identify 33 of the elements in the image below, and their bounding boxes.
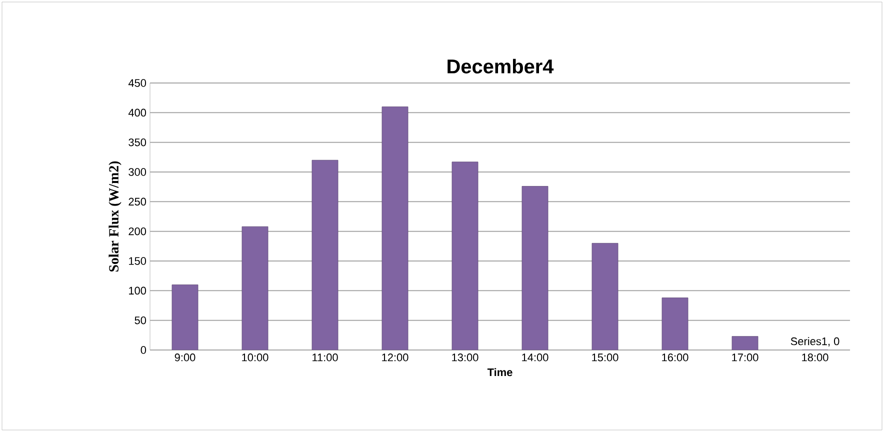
bar (382, 106, 408, 350)
y-tick-label: 450 (128, 79, 146, 87)
x-tick-label: 13:00 (452, 354, 478, 362)
bar (592, 243, 618, 350)
y-tick-label: 400 (128, 108, 146, 117)
x-tick-label: 16:00 (662, 354, 688, 362)
x-tick-label: 18:00 (802, 354, 828, 362)
y-tick-label: 100 (129, 286, 146, 295)
y-tick-label: 50 (134, 316, 146, 324)
bar (732, 336, 758, 350)
y-tick-label: 150 (129, 257, 146, 265)
x-tick-label: 9:00 (174, 354, 196, 362)
y-axis-title: Solar Flux (W/m2) (108, 161, 122, 272)
bar (242, 226, 268, 350)
bar (312, 160, 338, 350)
bar (522, 186, 548, 350)
x-tick-label: 11:00 (312, 354, 338, 362)
bar (662, 298, 688, 350)
x-tick-label: 10:00 (242, 354, 268, 362)
x-tick-label: 12:00 (382, 354, 408, 362)
bar (452, 162, 478, 350)
annotation: Series1, 0 (790, 337, 840, 346)
y-tick-label: 300 (128, 168, 146, 176)
y-tick-label: 250 (128, 198, 146, 206)
x-axis-title: Time (487, 368, 512, 376)
x-tick-label: 15:00 (592, 354, 618, 362)
y-tick-label: 350 (128, 138, 146, 146)
x-tick-label: 14:00 (522, 354, 548, 362)
x-tick-label: 17:00 (732, 354, 758, 362)
bar (172, 284, 198, 350)
chart-title: December4 (448, 58, 554, 74)
y-tick-label: 0 (140, 346, 146, 354)
y-tick-label: 200 (128, 227, 146, 236)
